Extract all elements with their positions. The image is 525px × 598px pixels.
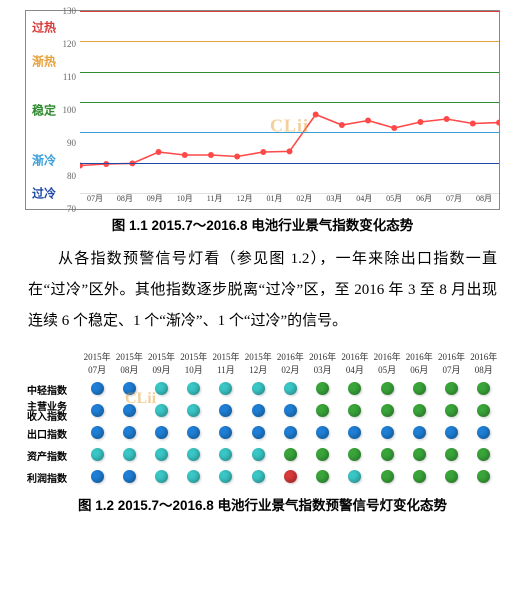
signal-dot: [348, 426, 361, 439]
body-paragraph: 从各指数预警信号灯看（参见图 1.2），一年来除出口指数一直在“过冷”区外。其他…: [0, 244, 525, 336]
signal-dot: [219, 382, 232, 395]
y-axis: 708090100110120130过热渐热稳定渐冷过冷: [26, 11, 80, 209]
signal-dot: [381, 426, 394, 439]
signal-dot: [413, 426, 426, 439]
signal-dot: [445, 470, 458, 483]
signal-dot: [316, 404, 329, 417]
signal-dot: [187, 382, 200, 395]
signal-dot: [316, 426, 329, 439]
signal-dot: [284, 382, 297, 395]
signal-dot: [155, 426, 168, 439]
signal-dot: [187, 404, 200, 417]
signal-dot: [219, 470, 232, 483]
signal-dot: [219, 426, 232, 439]
signal-dot: [284, 404, 297, 417]
signal-dot: [187, 448, 200, 461]
signal-dot: [413, 448, 426, 461]
signal-dot: [348, 382, 361, 395]
signal-dot: [284, 470, 297, 483]
signal-table: 2015年07月2015年08月2015年09月2015年10月2015年11月…: [25, 350, 500, 490]
signal-dot: [155, 470, 168, 483]
signal-dot: [252, 404, 265, 417]
signal-dot: [477, 426, 490, 439]
signal-dot: [123, 382, 136, 395]
signal-dot: [252, 470, 265, 483]
signal-dot: [348, 404, 361, 417]
signal-dot: [91, 404, 104, 417]
figure-1-2-caption: 图 1.2 2015.7～2016.8 电池行业景气指数预警信号灯变化态势: [0, 494, 525, 514]
signal-dot: [445, 448, 458, 461]
prosperity-index-chart: 708090100110120130过热渐热稳定渐冷过冷 CLii 07月08月…: [25, 10, 500, 210]
signal-dot: [413, 470, 426, 483]
signal-dot: [316, 448, 329, 461]
signal-dot: [91, 382, 104, 395]
signal-dot: [155, 448, 168, 461]
signal-dot: [219, 404, 232, 417]
signal-dot: [381, 448, 394, 461]
signal-dot: [445, 426, 458, 439]
signal-dot: [123, 426, 136, 439]
signal-dot: [445, 404, 458, 417]
signal-dot: [187, 426, 200, 439]
signal-dot: [381, 404, 394, 417]
signal-dot: [316, 382, 329, 395]
signal-dot: [219, 448, 232, 461]
plot-area: CLii: [80, 11, 499, 191]
line-series: [80, 11, 499, 191]
x-axis: 07月08月09月10月11月12月01月02月03月04月05月06月07月0…: [80, 191, 499, 209]
signal-dot: [252, 382, 265, 395]
signal-dot: [381, 470, 394, 483]
signal-dot: [348, 448, 361, 461]
signal-dot: [123, 404, 136, 417]
signal-dot: [477, 382, 490, 395]
signal-dot: [348, 470, 361, 483]
signal-dot: [413, 382, 426, 395]
signal-dot: [91, 426, 104, 439]
signal-dot: [413, 404, 426, 417]
signal-dot: [284, 448, 297, 461]
figure-1-1-caption: 图 1.1 2015.7～2016.8 电池行业景气指数变化态势: [0, 214, 525, 234]
signal-dot: [123, 470, 136, 483]
signal-dot: [91, 470, 104, 483]
signal-dot: [155, 404, 168, 417]
signal-dot: [123, 448, 136, 461]
signal-dot: [284, 426, 297, 439]
signal-dot: [477, 404, 490, 417]
signal-dot: [381, 382, 394, 395]
signal-dot: [155, 382, 168, 395]
signal-light-grid: CLii 2015年07月2015年08月2015年09月2015年10月201…: [25, 350, 500, 490]
signal-dot: [445, 382, 458, 395]
signal-dot: [252, 426, 265, 439]
signal-dot: [91, 448, 104, 461]
signal-dot: [187, 470, 200, 483]
signal-dot: [316, 470, 329, 483]
signal-dot: [252, 448, 265, 461]
signal-dot: [477, 470, 490, 483]
signal-dot: [477, 448, 490, 461]
